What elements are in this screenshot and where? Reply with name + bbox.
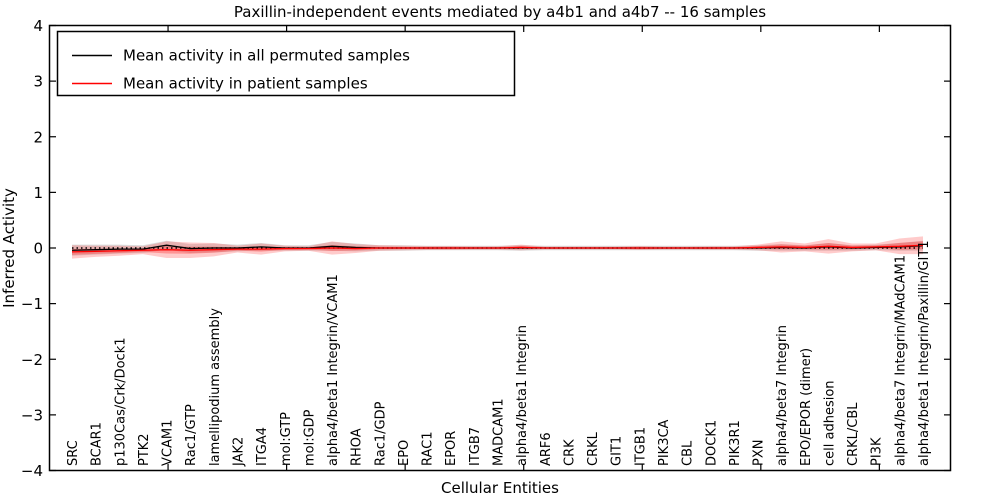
x-category-label: DOCK1 bbox=[704, 420, 719, 466]
x-category-label: CRKL bbox=[586, 431, 601, 466]
x-category-label: GIT1 bbox=[610, 436, 625, 466]
x-category-label: EPO/EPOR (dimer) bbox=[799, 348, 814, 466]
x-category-label: mol:GDP bbox=[302, 409, 317, 466]
x-category-label: PXN bbox=[752, 440, 767, 466]
x-category-label: RAC1 bbox=[421, 431, 436, 466]
x-category-label: p130Cas/Crk/Dock1 bbox=[113, 337, 128, 466]
x-category-label: ITGA4 bbox=[255, 427, 270, 466]
y-axis-label: Inferred Activity bbox=[0, 188, 18, 308]
series-lines-layer bbox=[71, 244, 924, 253]
x-category-label: PTK2 bbox=[137, 433, 152, 466]
y-tick-label: 2 bbox=[33, 128, 43, 146]
x-category-label: Rac1/GDP bbox=[373, 401, 388, 466]
y-tick-label: 3 bbox=[33, 73, 43, 91]
x-category-label: JAK2 bbox=[231, 437, 246, 467]
x-axis-label: Cellular Entities bbox=[441, 479, 559, 497]
x-category-label: CRKL/CBL bbox=[846, 402, 861, 466]
x-category-label: alpha4/beta1 Integrin/Paxillin/GIT1 bbox=[917, 240, 932, 466]
x-category-label: CBL bbox=[681, 440, 696, 466]
y-tick-label: −4 bbox=[21, 462, 43, 480]
x-category-label: VCAM1 bbox=[161, 420, 176, 466]
x-category-label: alpha4/beta7 Integrin/MAdCAM1 bbox=[893, 255, 908, 466]
y-tick-label: −3 bbox=[21, 406, 43, 424]
patient-mean-line bbox=[71, 244, 924, 253]
legend-label-permuted: Mean activity in all permuted samples bbox=[123, 47, 410, 65]
x-category-label: PIK3CA bbox=[657, 419, 672, 466]
axis-ticks-layer bbox=[49, 24, 951, 472]
x-category-label: CRK bbox=[562, 439, 577, 466]
x-category-label: mol:GTP bbox=[279, 412, 294, 466]
x-category-label: SRC bbox=[66, 440, 81, 466]
x-category-label: alpha4/beta1 Integrin/VCAM1 bbox=[326, 274, 341, 466]
x-category-label: PI3K bbox=[870, 437, 885, 466]
x-category-label: EPO bbox=[397, 440, 412, 466]
x-category-label: BCAR1 bbox=[90, 422, 105, 466]
x-category-label: MADCAM1 bbox=[492, 398, 507, 466]
chart-title: Paxillin-independent events mediated by … bbox=[234, 3, 766, 21]
y-tick-label: 4 bbox=[33, 17, 43, 35]
x-category-label: RHOA bbox=[350, 428, 365, 466]
x-category-label: cell adhesion bbox=[822, 380, 837, 466]
x-category-label: Rac1/GTP bbox=[184, 404, 199, 466]
x-category-label: alpha4/beta7 Integrin bbox=[775, 325, 790, 466]
x-category-label: alpha4/beta1 Integrin bbox=[515, 325, 530, 466]
y-tick-label: 1 bbox=[33, 184, 43, 202]
x-category-label: ITGB1 bbox=[633, 427, 648, 466]
legend-label-patient: Mean activity in patient samples bbox=[123, 75, 368, 93]
y-tick-labels: −4 −3 −2 −1 0 1 2 3 4 bbox=[21, 17, 43, 480]
x-category-label: ITGB7 bbox=[468, 427, 483, 466]
x-category-label: ARF6 bbox=[539, 432, 554, 466]
x-category-label: PIK3R1 bbox=[728, 420, 743, 466]
legend: Mean activity in all permuted samples Me… bbox=[56, 30, 516, 97]
legend-box bbox=[56, 30, 516, 97]
x-category-labels: SRC BCAR1 p130Cas/Crk/Dock1 PTK2 VCAM1 Rac1/G… bbox=[66, 240, 932, 467]
y-tick-label: −1 bbox=[21, 295, 43, 313]
y-tick-label: −2 bbox=[21, 351, 43, 369]
x-category-label: lamellipodium assembly bbox=[208, 308, 223, 466]
y-tick-label: 0 bbox=[33, 240, 43, 258]
x-category-label: EPOR bbox=[444, 431, 459, 466]
